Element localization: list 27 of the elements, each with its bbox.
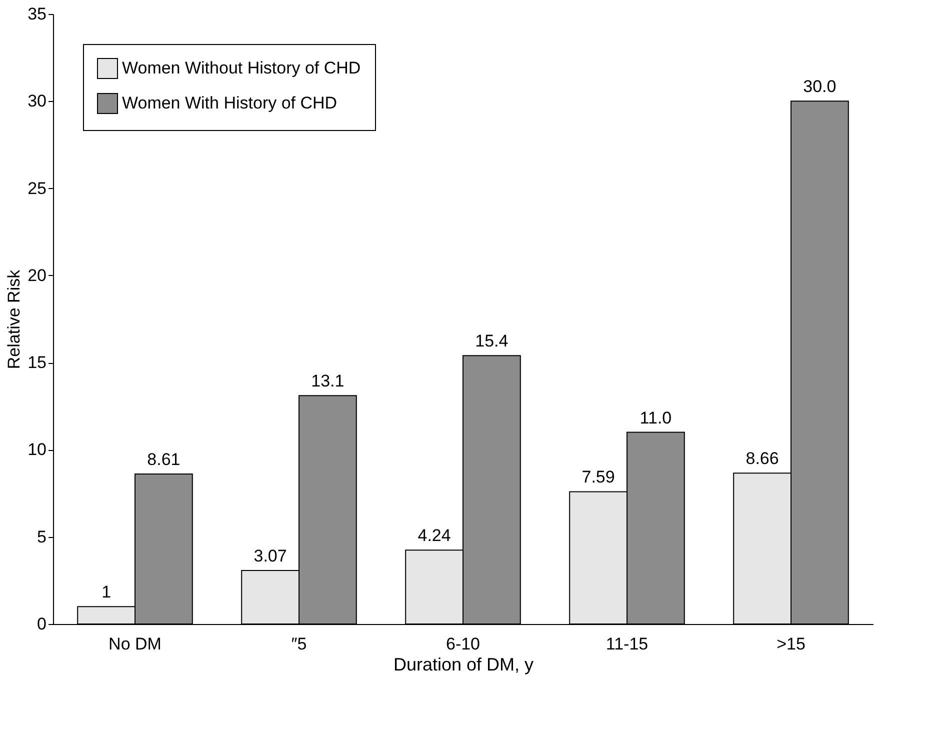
y-tick-label: 20 <box>28 266 46 285</box>
y-tick-label: 30 <box>28 92 46 111</box>
x-tick-label: No DM <box>108 634 162 654</box>
y-tick-label: 25 <box>28 178 46 198</box>
legend-label: Women Without History of CHD <box>122 58 361 78</box>
legend-label: Women With History of CHD <box>122 94 338 112</box>
y-tick-label: 35 <box>28 4 46 24</box>
x-tick-label: ″5 <box>291 634 307 654</box>
y-tick-label: 15 <box>28 353 46 372</box>
data-label: 15.4 <box>475 332 508 351</box>
x-tick-label: >15 <box>776 634 806 654</box>
data-label: 4.24 <box>418 526 451 546</box>
data-label: 11.0 <box>640 408 672 428</box>
y-tick-label: 0 <box>37 614 46 634</box>
y-tick-label: 10 <box>28 440 46 460</box>
y-tick-label: 5 <box>37 527 46 546</box>
y-axis-title: Relative Risk <box>4 269 24 370</box>
data-label: 8.66 <box>746 449 779 468</box>
data-label: 30.0 <box>803 77 836 96</box>
data-label: 8.61 <box>147 450 180 469</box>
data-label: 3.07 <box>254 546 287 566</box>
data-label: 13.1 <box>311 372 344 391</box>
data-label: 1 <box>102 582 112 602</box>
x-tick-label: 11-15 <box>606 634 648 654</box>
data-label: 7.59 <box>582 468 615 487</box>
x-axis-title: Duration of DM, y <box>393 654 534 674</box>
x-tick-label: 6-10 <box>446 634 480 654</box>
